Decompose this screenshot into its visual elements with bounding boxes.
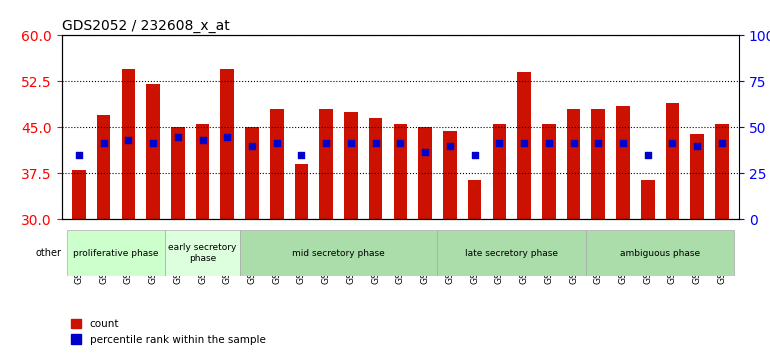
Point: [543, 140, 555, 145]
Bar: [493, 124, 506, 219]
Text: early secretory
phase: early secretory phase: [169, 244, 236, 263]
Text: GDS2052 / 232608_x_at: GDS2052 / 232608_x_at: [62, 19, 229, 33]
Point: [493, 140, 505, 145]
Bar: [418, 127, 432, 219]
Point: [370, 140, 382, 145]
Bar: [641, 179, 654, 219]
Bar: [171, 127, 185, 219]
FancyBboxPatch shape: [586, 230, 735, 276]
FancyBboxPatch shape: [239, 230, 437, 276]
Point: [444, 143, 456, 149]
Point: [419, 149, 431, 155]
Point: [72, 152, 85, 158]
Point: [592, 140, 604, 145]
Point: [320, 140, 333, 145]
Bar: [369, 118, 383, 219]
Bar: [393, 124, 407, 219]
Bar: [97, 115, 110, 219]
Point: [296, 152, 308, 158]
Point: [122, 137, 135, 143]
Bar: [146, 85, 160, 219]
Text: proliferative phase: proliferative phase: [73, 249, 159, 258]
Text: ambiguous phase: ambiguous phase: [620, 249, 700, 258]
Point: [394, 140, 407, 145]
Point: [246, 143, 258, 149]
Bar: [542, 124, 556, 219]
Bar: [468, 179, 481, 219]
Bar: [122, 69, 136, 219]
Point: [196, 137, 209, 143]
Bar: [72, 170, 85, 219]
Bar: [691, 133, 704, 219]
Bar: [245, 127, 259, 219]
Point: [567, 140, 580, 145]
Bar: [715, 124, 728, 219]
Point: [691, 143, 703, 149]
Point: [617, 140, 629, 145]
Text: late secretory phase: late secretory phase: [465, 249, 558, 258]
FancyBboxPatch shape: [66, 230, 166, 276]
Bar: [320, 109, 333, 219]
Point: [345, 140, 357, 145]
Point: [172, 134, 184, 139]
Point: [666, 140, 678, 145]
Point: [518, 140, 531, 145]
Point: [270, 140, 283, 145]
Bar: [665, 103, 679, 219]
Point: [641, 152, 654, 158]
Bar: [270, 109, 283, 219]
Point: [98, 140, 110, 145]
FancyBboxPatch shape: [437, 230, 586, 276]
Text: mid secretory phase: mid secretory phase: [292, 249, 385, 258]
Bar: [591, 109, 605, 219]
Bar: [344, 112, 358, 219]
Bar: [196, 124, 209, 219]
Point: [147, 140, 159, 145]
Bar: [517, 72, 531, 219]
Legend: count, percentile rank within the sample: count, percentile rank within the sample: [67, 315, 270, 349]
FancyBboxPatch shape: [166, 230, 239, 276]
Bar: [443, 131, 457, 219]
Text: other: other: [35, 248, 62, 258]
Point: [221, 134, 233, 139]
Bar: [220, 69, 234, 219]
Point: [716, 140, 728, 145]
Bar: [567, 109, 581, 219]
Bar: [616, 106, 630, 219]
Point: [468, 152, 480, 158]
Bar: [295, 164, 308, 219]
